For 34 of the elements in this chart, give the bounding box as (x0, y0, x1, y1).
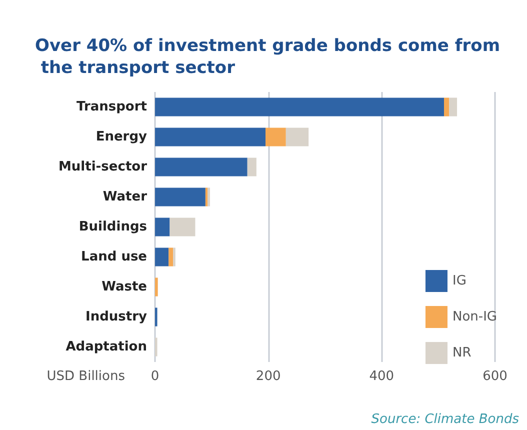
bar (286, 128, 309, 146)
bar (155, 158, 248, 176)
bar (170, 218, 196, 236)
bar (247, 158, 256, 176)
y-tick-label: Multi-sector (58, 160, 148, 174)
x-tick-label: 200 (256, 369, 281, 384)
legend-label: NR (452, 346, 472, 360)
y-tick-label: Energy (96, 130, 148, 144)
source-note: Source: Climate Bonds (371, 412, 520, 427)
bar (155, 218, 170, 236)
bar (449, 98, 458, 116)
bar (155, 128, 266, 146)
y-tick-label: Waste (102, 280, 148, 294)
legend-label: IG (452, 274, 466, 288)
y-tick-label: Transport (76, 100, 147, 114)
y-tick-label: Land use (81, 250, 148, 264)
y-tick-label: Industry (86, 310, 148, 324)
bar (155, 248, 169, 266)
y-tick-label: Buildings (78, 220, 148, 234)
x-tick-label: 0 (150, 369, 160, 384)
bar (168, 248, 174, 266)
bar (266, 128, 286, 146)
bar (444, 98, 450, 116)
x-axis-title: USD Billions (46, 369, 126, 384)
bar (205, 188, 208, 206)
bar (155, 98, 444, 116)
y-tick-label: Water (102, 190, 148, 204)
bar (155, 188, 206, 206)
x-tick-label: 600 (482, 369, 508, 384)
legend-label: Non-IG (452, 310, 498, 324)
y-tick-label: Adaptation (66, 340, 147, 354)
x-tick-label: 400 (369, 369, 394, 384)
bar (155, 278, 158, 296)
chart-title: Over 40% of investment grade bonds come from the transport sector (35, 36, 500, 78)
